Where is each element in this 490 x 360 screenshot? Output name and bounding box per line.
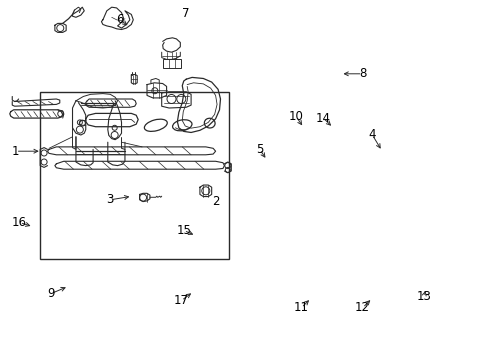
Text: 4: 4 [368, 129, 376, 141]
Text: 5: 5 [256, 143, 264, 156]
Text: 15: 15 [176, 224, 191, 237]
Text: 12: 12 [355, 301, 370, 314]
Bar [40, 92, 229, 259]
Text: 13: 13 [416, 291, 431, 303]
Text: 14: 14 [316, 112, 331, 125]
Text: 16: 16 [12, 216, 27, 229]
Bar [163, 59, 181, 68]
Text: 17: 17 [174, 294, 189, 307]
Text: 8: 8 [359, 67, 367, 80]
Text: 10: 10 [289, 111, 304, 123]
Text: 2: 2 [212, 195, 220, 208]
Text: 7: 7 [182, 7, 190, 20]
Text: 1: 1 [12, 145, 20, 158]
Text: 9: 9 [48, 287, 55, 300]
Text: 3: 3 [106, 193, 114, 206]
Text: 6: 6 [116, 13, 124, 26]
Text: 11: 11 [294, 301, 309, 314]
